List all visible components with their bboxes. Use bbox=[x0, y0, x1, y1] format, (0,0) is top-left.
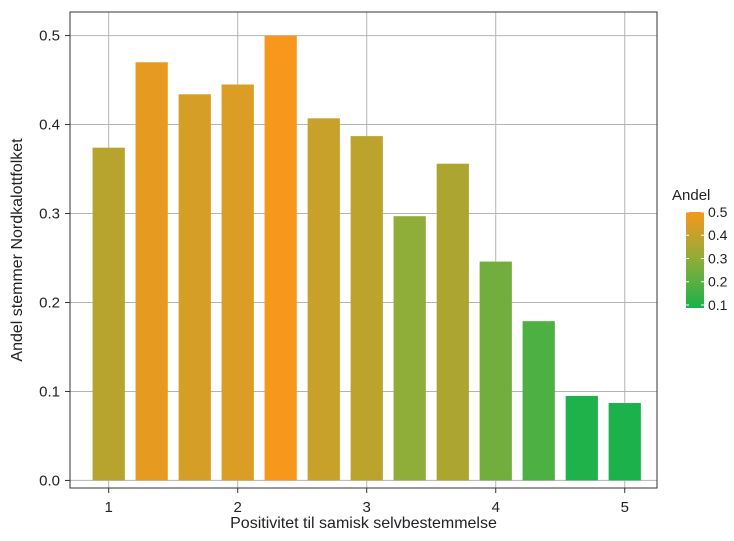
bar bbox=[565, 395, 598, 481]
bars bbox=[92, 35, 641, 481]
bar bbox=[436, 163, 469, 481]
x-tick-label: 4 bbox=[492, 499, 500, 516]
legend-color-bar bbox=[686, 212, 704, 308]
bar bbox=[393, 216, 426, 481]
axis-ticks: 0.0 0.1 0.2 0.3 0.4 0.5 1 2 3 4 5 bbox=[39, 28, 629, 516]
bar bbox=[307, 118, 340, 481]
legend-label: 0.3 bbox=[708, 250, 728, 266]
x-tick-label: 1 bbox=[105, 499, 113, 516]
legend-label: 0.5 bbox=[708, 204, 728, 220]
bar bbox=[92, 147, 125, 481]
y-tick-label: 0.0 bbox=[39, 472, 60, 489]
legend-label: 0.1 bbox=[708, 297, 728, 313]
legend-label: 0.2 bbox=[708, 274, 728, 290]
y-axis-title: Andel stemmer Nordkalottfolket bbox=[9, 138, 26, 362]
bar bbox=[135, 62, 168, 481]
legend-labels: 0.5 0.4 0.3 0.2 0.1 bbox=[686, 204, 728, 313]
legend: Andel 0.5 0.4 0.3 0.2 0.1 bbox=[672, 187, 728, 313]
bar bbox=[178, 94, 211, 481]
bar bbox=[608, 403, 641, 481]
bar bbox=[264, 35, 297, 481]
x-axis-title: Positivitet til samisk selvbestemmelse bbox=[230, 515, 497, 532]
plot-panel-border bbox=[69, 11, 658, 489]
legend-title: Andel bbox=[672, 187, 710, 204]
y-tick-label: 0.4 bbox=[39, 117, 60, 134]
legend-label: 0.4 bbox=[708, 227, 728, 243]
y-tick-label: 0.3 bbox=[39, 206, 60, 223]
y-tick-label: 0.5 bbox=[39, 28, 60, 45]
y-tick-label: 0.1 bbox=[39, 383, 60, 400]
bar bbox=[350, 136, 383, 481]
y-tick-label: 0.2 bbox=[39, 294, 60, 311]
x-tick-label: 2 bbox=[234, 499, 242, 516]
bar bbox=[221, 84, 254, 481]
bar bbox=[522, 321, 555, 481]
bar bbox=[479, 261, 512, 481]
x-tick-label: 3 bbox=[363, 499, 371, 516]
x-tick-label: 5 bbox=[621, 499, 629, 516]
